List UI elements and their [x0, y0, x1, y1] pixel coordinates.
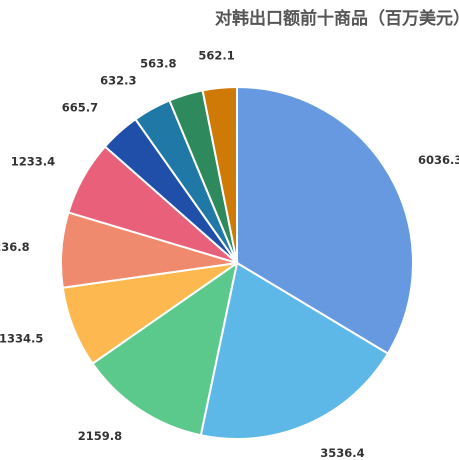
- pie-data-labels: 6036.3 3536.4 2159.8 1334.5 1236.8 1233.4 665.…: [0, 49, 459, 460]
- pie-data-label-4: 1334.5: [0, 332, 43, 346]
- pie-slice-1: [236, 85, 414, 355]
- pie-slice-3: [91, 260, 239, 437]
- pie-data-label-1: 6036.3: [418, 153, 459, 167]
- pie-data-label-5: 1236.8: [0, 240, 30, 254]
- pie-slice-10: [201, 85, 238, 264]
- pie-data-label-8: 632.3: [100, 73, 136, 87]
- pie-data-label-7: 665.7: [62, 101, 98, 115]
- pie-data-label-6: 1233.4: [11, 155, 55, 169]
- pie-slices: [60, 85, 414, 440]
- pie-data-label-10: 562.1: [198, 49, 234, 63]
- pie-data-label-9: 563.8: [140, 57, 176, 71]
- chart-title: 对韩出口额前十商品（百万美元）: [215, 8, 459, 29]
- pie-data-label-3: 2159.8: [78, 429, 122, 443]
- pie-slice-2: [199, 261, 390, 440]
- pie-data-label-2: 3536.4: [320, 446, 364, 460]
